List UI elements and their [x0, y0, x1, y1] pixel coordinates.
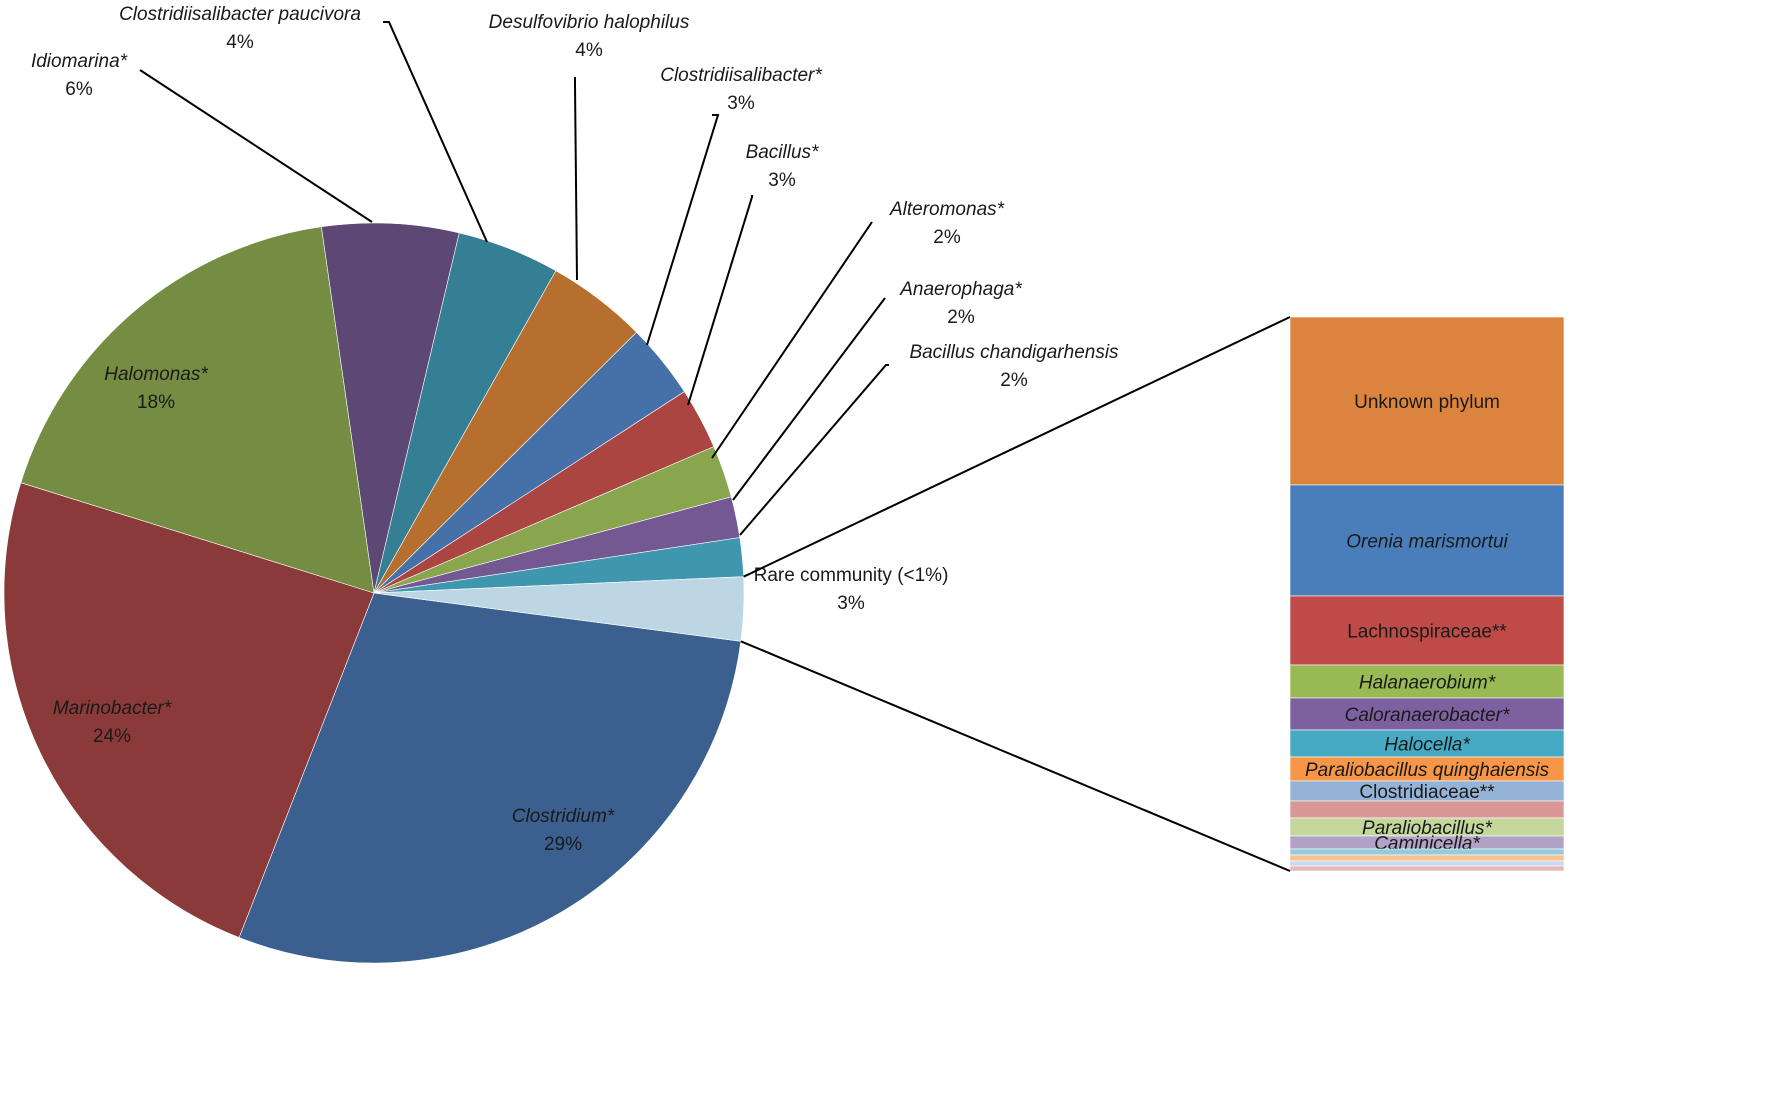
- bar-segment-minor-12: [1289, 854, 1565, 862]
- slice-label-clostridiisalibacter: Clostridiisalibacter*: [660, 65, 822, 86]
- bar-label-paraliobacillus: Paraliobacillus*: [1362, 818, 1493, 839]
- pie-labels: Clostridium* 29% Marinobacter* 24% Halomonas…: [31, 4, 1119, 855]
- bar-segment-lachnospiraceae: [1289, 595, 1565, 666]
- slice-percent-halomonas: 18%: [137, 392, 175, 413]
- bar-segment-minor-11: [1289, 848, 1565, 856]
- connector-bottom: [740, 640, 1291, 872]
- slice-label-rare-community-1: Rare community (<1%): [754, 565, 949, 586]
- slice-percent-rare-community-1: 3%: [837, 593, 865, 614]
- bar-segment-halanaerobium: [1289, 664, 1565, 699]
- callout-line-alteromonas: [711, 221, 873, 459]
- bar-segment-caloranaerobacter: [1289, 697, 1565, 731]
- callout-line-clostridiisalibacter-paucivora: [383, 21, 488, 243]
- callout-line-desulfovibrio-halophilus: [574, 77, 578, 281]
- slice-label-bacillus: Bacillus*: [746, 142, 819, 163]
- callout-line-anaerophaga: [732, 297, 886, 501]
- callout-line-clostridiisalibacter: [646, 114, 720, 346]
- bar-segment-minor-13: [1289, 860, 1565, 867]
- bar-label-lachnospiraceae: Lachnospiraceae**: [1347, 622, 1507, 643]
- callout-line-bacillus: [687, 195, 753, 406]
- slice-percent-clostridiisalibacter: 3%: [727, 93, 755, 114]
- bar-label-halocella: Halocella*: [1384, 735, 1470, 756]
- slice-label-clostridium: Clostridium*: [512, 806, 615, 827]
- bar-label-orenia-marismortui: Orenia marismortui: [1346, 532, 1508, 553]
- connector-lines: [740, 316, 1291, 872]
- slice-percent-clostridiisalibacter-paucivora: 4%: [226, 32, 254, 53]
- slice-percent-idiomarina: 6%: [65, 79, 93, 100]
- bar-segment-halocella: [1289, 729, 1565, 758]
- pie-slice-marinobacter: [3, 482, 375, 938]
- slice-label-anaerophaga: Anaerophaga*: [899, 279, 1022, 300]
- bar-label-caloranaerobacter: Caloranaerobacter*: [1345, 705, 1510, 726]
- bar-label-halanaerobium: Halanaerobium*: [1359, 673, 1496, 694]
- bar-label-clostridiaceae: Clostridiaceae**: [1359, 782, 1495, 803]
- slice-label-clostridiisalibacter-paucivora: Clostridiisalibacter paucivora: [119, 4, 361, 25]
- callout-line-idiomarina: [139, 69, 373, 223]
- slice-percent-bacillus-chandigarhensis: 2%: [1000, 370, 1028, 391]
- bar-label-unknown-phylum: Unknown phylum: [1354, 392, 1500, 413]
- slice-label-marinobacter: Marinobacter*: [53, 698, 172, 719]
- callout-line-bacillus-chandigarhensis: [739, 364, 889, 536]
- slice-label-halomonas: Halomonas*: [104, 364, 208, 385]
- bar-segment-minor-14: [1289, 865, 1565, 872]
- slice-percent-anaerophaga: 2%: [947, 307, 975, 328]
- slice-percent-marinobacter: 24%: [93, 726, 131, 747]
- pie-slice-idiomarina: [321, 222, 460, 594]
- pie-slice-rare-community-1: [373, 576, 745, 642]
- bar-label-paraliobacillus-quinghaiensis: Paraliobacillus quinghaiensis: [1305, 760, 1549, 781]
- slice-label-desulfovibrio-halophilus: Desulfovibrio halophilus: [489, 12, 690, 33]
- bar-segment-orenia-marismortui: [1289, 484, 1565, 597]
- connector-top: [743, 316, 1291, 578]
- bar-segment-minor-8: [1289, 800, 1565, 819]
- slice-label-idiomarina: Idiomarina*: [31, 51, 128, 72]
- stacked-bar: Unknown phylum Orenia marismortui Lachnosp…: [1289, 316, 1565, 872]
- slice-label-alteromonas: Alteromonas*: [889, 199, 1005, 220]
- pie: [3, 222, 745, 964]
- slice-percent-alteromonas: 2%: [933, 227, 961, 248]
- slice-percent-clostridium: 29%: [544, 834, 582, 855]
- slice-label-bacillus-chandigarhensis: Bacillus chandigarhensis: [909, 342, 1119, 363]
- slice-percent-bacillus: 3%: [768, 170, 796, 191]
- pie-slice-halomonas: [20, 226, 375, 594]
- pie-slice-clostridium: [238, 592, 742, 964]
- bar-segment-unknown-phylum: [1289, 316, 1565, 486]
- callout-lines: [139, 21, 889, 536]
- slice-percent-desulfovibrio-halophilus: 4%: [575, 40, 603, 61]
